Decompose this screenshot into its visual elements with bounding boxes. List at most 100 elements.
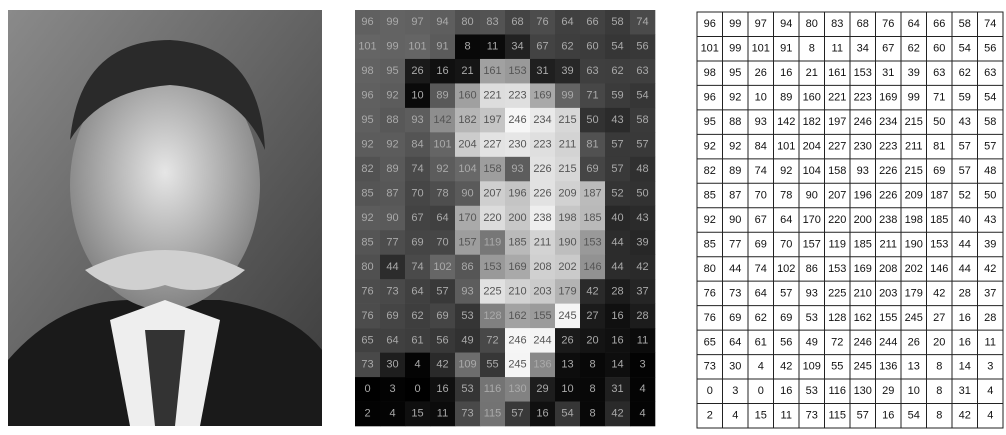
pixel-value: 215 — [558, 163, 576, 175]
table-value: 88 — [729, 116, 741, 128]
table-value: 96 — [704, 92, 716, 104]
table-value: 62 — [755, 312, 767, 324]
table-value: 202 — [905, 263, 923, 275]
table-value: 87 — [729, 189, 741, 201]
table-value: 62 — [908, 43, 920, 55]
pixel-value: 96 — [361, 16, 373, 28]
table-value: 2 — [707, 410, 713, 422]
pixel-value: 223 — [508, 90, 526, 102]
pixel-value: 50 — [586, 114, 598, 126]
pixel-value: 71 — [586, 90, 598, 102]
table-value: 42 — [780, 361, 792, 373]
table-value: 226 — [879, 165, 897, 177]
pixel-value: 95 — [361, 114, 373, 126]
table-value: 21 — [806, 67, 818, 79]
table-value: 56 — [780, 336, 792, 348]
table-value: 27 — [933, 312, 945, 324]
pixel-value: 63 — [586, 65, 598, 77]
pixel-value: 8 — [589, 383, 595, 395]
pixel-value: 245 — [508, 359, 526, 371]
table-value: 97 — [755, 18, 767, 30]
pixel-value: 92 — [386, 138, 398, 150]
table-value: 76 — [704, 312, 716, 324]
table-value: 48 — [984, 165, 996, 177]
pixel-value: 13 — [561, 359, 573, 371]
table-value: 10 — [908, 385, 920, 397]
table-value: 76 — [704, 287, 716, 299]
table-value: 92 — [729, 92, 741, 104]
pixel-value: 8 — [589, 359, 595, 371]
pixel-value: 91 — [436, 41, 448, 53]
pixel-value: 94 — [436, 16, 448, 28]
table-value: 64 — [908, 18, 920, 30]
table-value: 128 — [828, 312, 846, 324]
pixel-value: 69 — [411, 236, 423, 248]
table-value: 57 — [857, 410, 869, 422]
pixel-value: 26 — [411, 65, 423, 77]
pixel-value: 43 — [636, 212, 648, 224]
pixel-value: 190 — [558, 236, 576, 248]
pixel-value: 43 — [611, 114, 623, 126]
table-value: 29 — [882, 385, 894, 397]
pixel-value: 96 — [361, 90, 373, 102]
pixel-value: 4 — [639, 408, 645, 420]
pixel-value: 4 — [389, 408, 395, 420]
pixel-value: 57 — [436, 285, 448, 297]
table-value: 16 — [959, 312, 971, 324]
pixel-value: 29 — [536, 383, 548, 395]
pixel-value: 11 — [437, 408, 448, 420]
pixel-value: 93 — [461, 285, 473, 297]
table-value: 57 — [780, 287, 792, 299]
pixel-value: 70 — [436, 236, 448, 248]
table-value: 208 — [879, 263, 897, 275]
pixel-value: 85 — [361, 187, 373, 199]
pixel-value: 146 — [583, 261, 601, 273]
table-value: 104 — [803, 165, 821, 177]
pixel-value: 90 — [386, 212, 398, 224]
pixel-value: 53 — [461, 310, 473, 322]
table-value: 15 — [755, 410, 767, 422]
pixel-value: 200 — [508, 212, 526, 224]
table-value: 85 — [704, 238, 716, 250]
pixel-value: 101 — [408, 41, 426, 53]
table-value: 78 — [780, 189, 792, 201]
pixel-value: 198 — [558, 212, 576, 224]
table-value: 4 — [987, 410, 993, 422]
table-value: 69 — [729, 312, 741, 324]
pixel-value: 69 — [386, 310, 398, 322]
pixel-value: 28 — [611, 285, 623, 297]
table-value: 64 — [729, 336, 741, 348]
table-value: 207 — [828, 189, 846, 201]
table-value: 226 — [879, 189, 897, 201]
pixel-value: 80 — [361, 261, 373, 273]
pixel-value: 210 — [508, 285, 526, 297]
figure: 9699979480836876646658741019910191811346… — [0, 0, 1006, 435]
table-value: 146 — [930, 263, 948, 275]
pixel-value: 84 — [411, 138, 423, 150]
table-value: 42 — [959, 410, 971, 422]
table-value: 62 — [959, 67, 971, 79]
pixel-value: 73 — [386, 285, 398, 297]
table-value: 220 — [828, 214, 846, 226]
table-value: 101 — [701, 43, 719, 55]
pixel-value: 49 — [461, 334, 473, 346]
pixel-value: 67 — [536, 41, 548, 53]
table-value: 89 — [780, 92, 792, 104]
table-value: 74 — [755, 263, 767, 275]
portrait-photo — [8, 10, 322, 426]
table-value: 187 — [930, 189, 948, 201]
pixel-value: 157 — [458, 236, 476, 248]
table-value: 225 — [828, 287, 846, 299]
table-value: 69 — [780, 312, 792, 324]
pixel-value: 89 — [386, 163, 398, 175]
pixel-value: 153 — [583, 236, 601, 248]
table-value: 31 — [959, 385, 971, 397]
table-value: 209 — [905, 189, 923, 201]
table-value: 238 — [879, 214, 897, 226]
pixel-value: 34 — [511, 41, 523, 53]
table-value: 93 — [857, 165, 869, 177]
pixel-value: 246 — [508, 334, 526, 346]
table-value: 11 — [985, 336, 996, 348]
pixel-value: 93 — [511, 163, 523, 175]
table-value: 11 — [832, 43, 843, 55]
